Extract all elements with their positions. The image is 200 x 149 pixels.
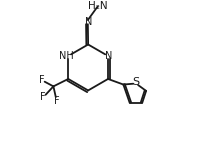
Text: N: N [105, 51, 112, 61]
Text: S: S [132, 77, 140, 87]
Text: N: N [85, 17, 92, 27]
Text: F: F [40, 92, 46, 102]
Text: F: F [39, 75, 44, 85]
Text: NH: NH [59, 51, 74, 61]
Text: F: F [54, 96, 59, 106]
Text: H₂N: H₂N [88, 1, 107, 11]
